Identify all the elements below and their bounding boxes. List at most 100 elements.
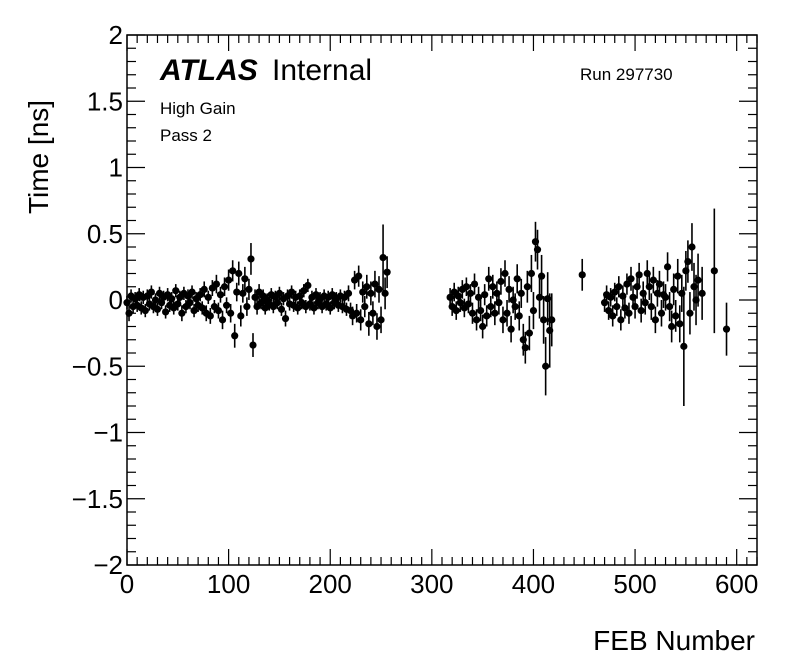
data-point: [141, 303, 149, 318]
data-point: [373, 313, 381, 340]
data-point: [379, 224, 387, 291]
data-point: [216, 286, 225, 303]
internal-label: Internal: [272, 54, 372, 87]
x-tick-label: 200: [309, 569, 352, 599]
point-marker: [369, 309, 377, 317]
point-marker: [666, 303, 674, 311]
point-marker: [326, 304, 334, 312]
point-marker: [548, 316, 556, 324]
data-point: [686, 292, 694, 335]
point-marker: [153, 305, 162, 313]
point-marker: [168, 295, 176, 303]
data-point: [249, 333, 257, 357]
point-marker: [511, 303, 519, 311]
data-point: [470, 273, 479, 295]
x-tick-label: 400: [512, 569, 555, 599]
data-point: [722, 302, 731, 356]
y-axis-title: Time [ns]: [23, 100, 54, 214]
point-marker: [377, 316, 385, 324]
point-marker: [222, 301, 231, 309]
point-marker: [661, 293, 670, 301]
point-marker: [353, 309, 361, 317]
data-point: [666, 292, 674, 322]
point-marker: [540, 316, 548, 324]
point-marker: [373, 322, 381, 331]
point-marker: [147, 288, 155, 296]
data-point: [186, 296, 194, 310]
point-marker: [578, 271, 586, 279]
point-marker: [527, 269, 536, 278]
data-point: [204, 290, 212, 304]
data-point: [188, 285, 196, 299]
point-marker: [361, 303, 369, 311]
point-marker: [655, 280, 664, 288]
point-marker: [613, 303, 621, 311]
data-point: [225, 269, 233, 291]
data-point: [239, 284, 247, 303]
data-point: [310, 301, 318, 315]
data-point: [273, 296, 281, 310]
data-point: [222, 297, 231, 314]
point-marker: [491, 309, 499, 317]
point-marker: [533, 246, 542, 254]
x-tick-label: 600: [715, 569, 758, 599]
x-tick-label: 500: [613, 569, 656, 599]
point-marker: [521, 344, 529, 352]
data-point: [367, 281, 375, 306]
data-point: [300, 284, 308, 298]
point-marker: [617, 316, 625, 324]
point-marker: [489, 283, 497, 291]
x-axis-title: FEB Number: [593, 625, 755, 656]
data-point: [676, 305, 684, 343]
point-marker: [513, 275, 521, 283]
point-marker: [243, 303, 251, 311]
point-marker: [363, 283, 371, 291]
point-marker: [684, 257, 692, 266]
point-marker: [281, 314, 290, 323]
point-marker: [479, 322, 487, 331]
data-point: [365, 311, 373, 336]
point-marker: [304, 281, 312, 290]
data-point: [294, 301, 302, 315]
point-marker: [371, 280, 379, 288]
point-marker: [204, 293, 212, 301]
data-point: [243, 297, 251, 316]
point-marker: [151, 296, 160, 304]
point-marker: [663, 263, 672, 271]
data-point: [680, 286, 688, 406]
y-tick-label: −1.5: [72, 484, 123, 514]
point-marker: [225, 276, 233, 284]
point-marker: [495, 299, 503, 307]
data-point: [168, 292, 176, 306]
point-marker: [649, 276, 657, 284]
data-point: [472, 309, 481, 331]
data-point: [607, 288, 615, 307]
data-point: [125, 305, 133, 322]
data-point: [371, 270, 379, 298]
point-marker: [357, 316, 365, 324]
data-point: [661, 284, 670, 311]
point-marker: [609, 312, 617, 320]
data-point: [548, 293, 556, 347]
pass-label: Pass 2: [160, 126, 212, 145]
data-point: [674, 258, 682, 294]
data-point: [694, 253, 702, 307]
point-marker: [198, 304, 206, 312]
data-point: [198, 301, 206, 315]
point-marker: [670, 285, 678, 293]
data-point: [517, 278, 525, 308]
point-marker: [625, 309, 633, 317]
data-point: [698, 266, 706, 320]
data-point: [525, 315, 533, 351]
point-marker: [212, 280, 221, 288]
point-marker: [466, 289, 475, 297]
data-point: [487, 296, 495, 318]
point-marker: [381, 289, 389, 297]
y-tick-label: 0.5: [87, 219, 123, 249]
data-point: [657, 300, 666, 327]
point-marker: [537, 272, 546, 280]
point-marker: [688, 243, 696, 251]
point-marker: [722, 325, 731, 333]
point-marker: [657, 309, 666, 317]
data-point: [684, 240, 692, 283]
